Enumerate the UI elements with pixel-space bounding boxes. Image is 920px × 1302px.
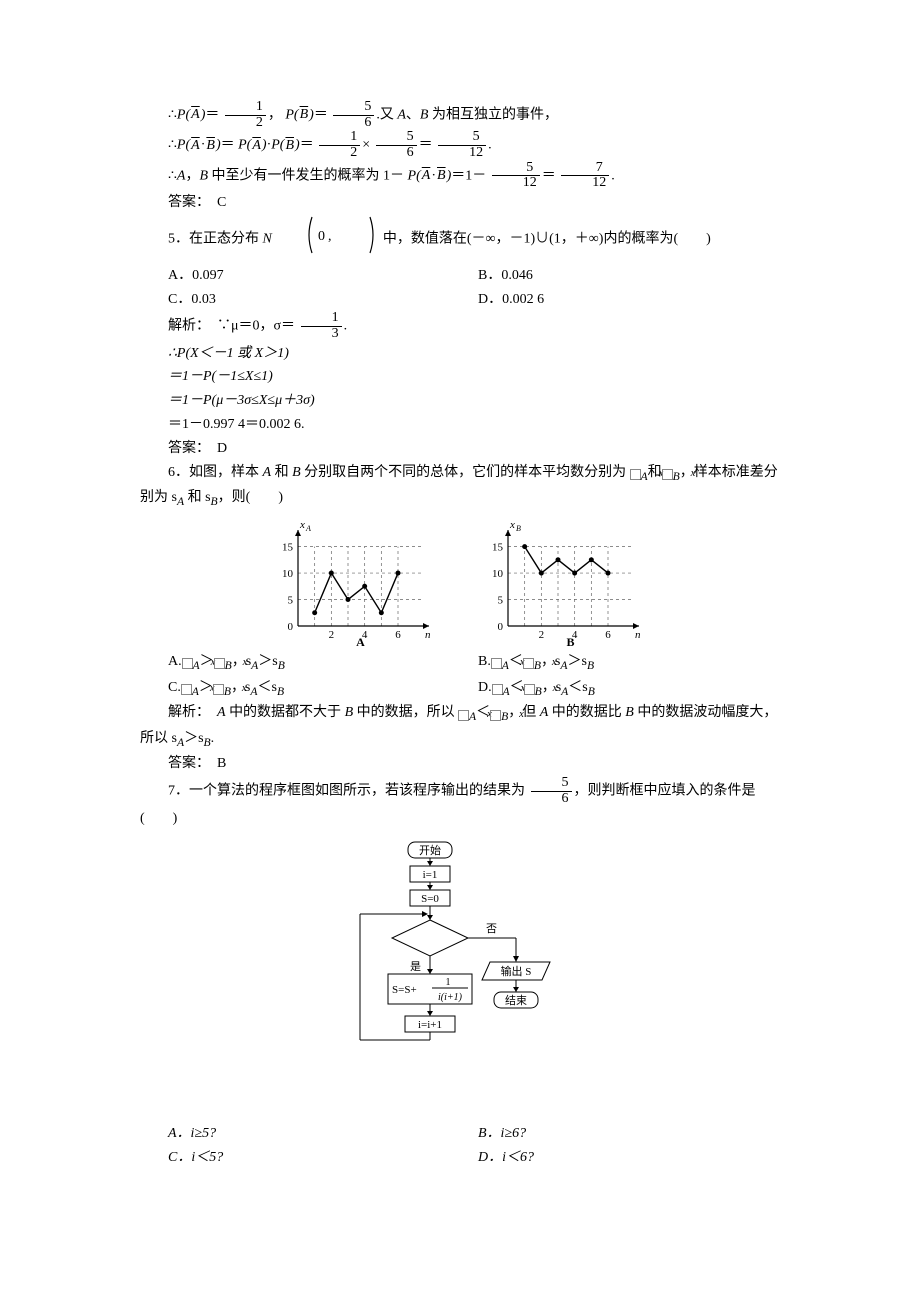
svg-text:S=0: S=0 [421,893,439,905]
q5-opt-a: A．0.097 [140,264,450,288]
q6-opt-a: A.xA＞xB，sA＞sB [140,650,450,676]
q5-anl5: ＝1－0.997 4＝0.002 6. [140,413,780,437]
q6-anl: 解析： A 中的数据都不大于 B 中的数据，所以 xA＜xB，但 A 中的数据比… [140,701,780,752]
chart-a: 051015246xAnA [270,518,440,648]
q7-opts-row1: A．i≥5? B．i≥6? [140,1122,780,1146]
svg-text:n: n [425,629,431,641]
q5-opts-row2: C．0.03 D．0.002 6 [140,288,780,312]
q5-anl4: ＝1－P(μ－3σ≤X≤μ＋3σ) [140,389,780,413]
q6-opt-c: C.xA＞xB，sA＜sB [140,676,450,702]
answer-q6: 答案： B [140,752,780,776]
q7-opts-row2: C．i＜5? D．i＜6? [140,1146,780,1170]
svg-text:A: A [356,635,365,648]
svg-text:1: 1 [446,977,451,988]
q5-opts-row1: A．0.097 B．0.046 [140,264,780,288]
q5-opt-c: C．0.03 [140,288,450,312]
svg-text:否: 否 [486,923,497,935]
svg-text:A: A [305,524,311,533]
q5-opt-b: B．0.046 [450,264,780,288]
svg-text:5: 5 [498,594,504,606]
q7-opt-a: A．i≥5? [140,1122,450,1146]
svg-text:2: 2 [539,629,545,641]
svg-text:是: 是 [410,960,421,973]
svg-text:i=1: i=1 [423,869,438,881]
svg-text:10: 10 [282,568,294,580]
q6-stem: 6．如图，样本 A 和 B 分别取自两个不同的总体，它们的样本平均数分别为 xA… [140,461,780,512]
svg-text:n: n [635,629,641,641]
eq-pA-pB: ∴P(A)＝ 12， P(B)＝ 56.又 A、B 为相互独立的事件， [140,100,780,130]
chart-b: 051015246xBnB [480,518,650,648]
q5-anl1: 解析： ∵μ＝0，σ＝ 13. [140,311,780,341]
svg-text:S=S+: S=S+ [392,984,417,996]
eq-pAB-product: ∴P(A·B)＝ P(A)·P(B)＝ 12× 56＝ 512. [140,130,780,160]
svg-text:5: 5 [288,594,294,606]
q5-opt-d: D．0.002 6 [450,288,780,312]
q5-stem: 5．在正态分布 N 0 , 19 中，数值落在(－∞，－1)∪(1，＋∞)内的概… [140,215,780,264]
answer-q4: 答案： C [140,191,780,215]
q7-stem: 7．一个算法的程序框图如图所示，若该程序输出的结果为 56，则判断框中应填入的条… [140,776,780,830]
svg-text:2: 2 [329,629,335,641]
answer-q5: 答案： D [140,437,780,461]
q6-opt-b: B.xA＜xB，sA＞sB [450,650,780,676]
eq-atleast-one: ∴A，B 中至少有一件发生的概率为 1－ P(A·B)＝1－ 512＝ 712. [140,161,780,191]
svg-text:6: 6 [395,629,401,641]
q7-opt-c: C．i＜5? [140,1146,450,1170]
svg-text:15: 15 [282,542,294,554]
svg-text:0: 0 [318,229,325,244]
svg-text:i=i+1: i=i+1 [418,1019,442,1031]
q7-opt-b: B．i≥6? [450,1122,780,1146]
svg-text:结束: 结束 [505,994,527,1007]
q5-anl2: ∴P(X＜－1 或 X＞1) [140,342,780,366]
svg-text:15: 15 [492,542,504,554]
flowchart: 开始 i=1 S=0 是 S=S+ 1 i(i+1) i=i+1 否输出 S 结束 [330,838,590,1118]
svg-text:6: 6 [605,629,611,641]
q7-opt-d: D．i＜6? [450,1146,780,1170]
svg-text:0: 0 [498,621,504,633]
svg-text:B: B [566,635,574,648]
svg-text:i(i+1): i(i+1) [438,992,463,1003]
paren-n-args: 0 , 19 [304,215,378,255]
svg-text:,: , [328,229,332,244]
svg-text:开始: 开始 [419,843,441,857]
svg-text:x: x [509,519,515,531]
q5-anl3: ＝1－P(－1≤X≤1) [140,365,780,389]
svg-text:x: x [299,519,305,531]
q6-opts-row1: A.xA＞xB，sA＞sB B.xA＜xB，sA＞sB [140,650,780,676]
svg-text:0: 0 [288,621,294,633]
svg-text:输出 S: 输出 S [501,964,532,978]
svg-text:B: B [516,524,521,533]
q6-opts-row2: C.xA＞xB，sA＜sB D.xA＜xB，sA＜sB [140,676,780,702]
q6-charts: 051015246xAnA 051015246xBnB [140,518,780,648]
q6-opt-d: D.xA＜xB，sA＜sB [450,676,780,702]
svg-text:10: 10 [492,568,504,580]
